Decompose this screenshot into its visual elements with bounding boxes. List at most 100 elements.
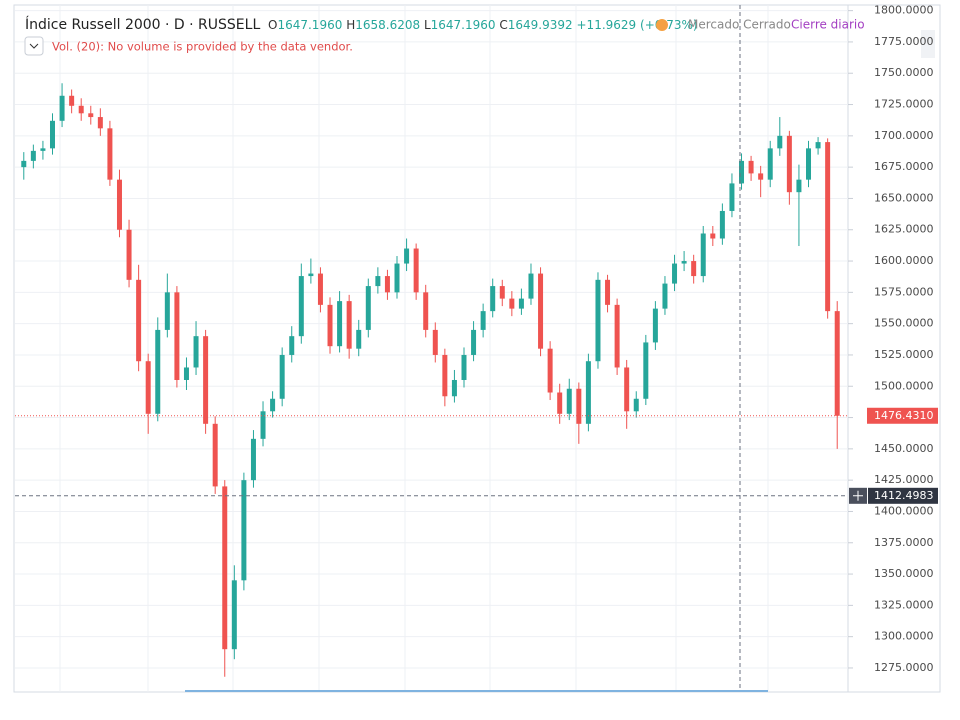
candle-body [183, 367, 189, 380]
candle-body [499, 286, 505, 299]
candle-body [250, 438, 256, 481]
y-tick-label: 1450.0000 [874, 442, 934, 455]
candle-body [624, 367, 630, 412]
candle-body [174, 292, 180, 380]
candle-body [834, 311, 840, 416]
open-value: 1647.1960 [277, 18, 342, 32]
scale-handle[interactable] [921, 30, 935, 58]
candle-body [518, 298, 524, 309]
candle-body [308, 273, 314, 277]
y-tick-label: 1725.0000 [874, 98, 934, 111]
candle-body [423, 292, 429, 330]
candle-body [317, 273, 323, 305]
candle-body [49, 120, 55, 149]
close-type: Cierre diario [791, 18, 865, 32]
y-tick-label: 1500.0000 [874, 379, 934, 392]
chart-title: Índice Russell 2000 · D · RUSSELL [25, 16, 260, 33]
candle-body [346, 301, 352, 349]
close-value: 1649.9392 [508, 18, 573, 32]
y-tick-label: 1525.0000 [874, 348, 934, 361]
candle-body [212, 423, 218, 487]
candle-body [700, 233, 706, 277]
candle-body [30, 150, 36, 161]
y-tick-label: 1600.0000 [874, 254, 934, 267]
change-pct: (+0.73%) [640, 18, 698, 32]
y-tick-label: 1375.0000 [874, 536, 934, 549]
candle-body [461, 354, 467, 380]
candle-body [595, 279, 601, 362]
o-label: O [268, 18, 277, 32]
candle-body [662, 283, 668, 309]
candle-body [691, 261, 697, 277]
candle-body [241, 480, 247, 581]
candle-body [394, 263, 400, 293]
y-tick-label: 1425.0000 [874, 473, 934, 486]
candle-body [748, 160, 754, 174]
l-label: L [424, 18, 431, 32]
y-tick-label: 1650.0000 [874, 191, 934, 204]
candle-body [576, 388, 582, 424]
candle-body [806, 148, 812, 180]
candle-body [815, 142, 821, 149]
y-tick-label: 1750.0000 [874, 66, 934, 79]
candle-body [681, 261, 687, 264]
candle-body [633, 398, 639, 412]
candle-body [193, 336, 199, 368]
candle-body [538, 273, 544, 349]
candle-body [490, 286, 496, 312]
candle-body [719, 210, 725, 239]
candle-body [729, 183, 735, 211]
candle-body [758, 173, 764, 180]
y-tick-label: 1400.0000 [874, 504, 934, 517]
candle-body [375, 276, 381, 287]
candle-body [404, 248, 410, 264]
candle-body [107, 128, 113, 180]
candle-body [88, 113, 94, 118]
candle-body [509, 298, 515, 309]
candle-body [796, 179, 802, 193]
candle-body [136, 279, 142, 362]
candle-body [786, 135, 792, 193]
candle-body [605, 279, 611, 305]
crosshair-price-box [868, 487, 938, 504]
y-tick-label: 1300.0000 [874, 630, 934, 643]
candle-body [672, 263, 678, 284]
candle-body [557, 392, 563, 414]
candle-body [777, 135, 783, 149]
candle-body [270, 398, 276, 412]
candle-body [116, 179, 122, 230]
y-tick-label: 1575.0000 [874, 285, 934, 298]
candle-body [365, 286, 371, 330]
candle-body [40, 148, 46, 151]
y-tick-label: 1800.0000 [874, 4, 934, 17]
candle-body [298, 276, 304, 337]
crosshair-plus [853, 490, 863, 501]
change: +11.9629 [577, 18, 637, 32]
candle-body [69, 95, 75, 106]
h-label: H [346, 18, 355, 32]
status-dot [656, 19, 668, 31]
candle-body [547, 348, 553, 393]
candle-body [327, 304, 333, 347]
y-tick-label: 1350.0000 [874, 567, 934, 580]
collapse-button[interactable] [24, 36, 44, 56]
high-value: 1658.6208 [355, 18, 420, 32]
candle-body [767, 148, 773, 180]
volume-note: Vol. (20): No volume is provided by the … [52, 40, 353, 54]
candle-body [643, 342, 649, 399]
y-tick-label: 1625.0000 [874, 223, 934, 236]
candle-body [825, 142, 831, 312]
last-price-label: 1476.4310 [874, 409, 934, 422]
candle-body [710, 233, 716, 239]
candle-body [78, 105, 84, 114]
low-value: 1647.1960 [431, 18, 496, 32]
candle-body [451, 379, 457, 397]
candle-body [231, 580, 237, 650]
candle-body [97, 117, 103, 129]
grid [15, 10, 848, 669]
candle-body [413, 248, 419, 293]
candle-body [155, 329, 161, 414]
candle-body [566, 388, 572, 414]
candle-body [480, 311, 486, 330]
candle-body [432, 329, 438, 355]
